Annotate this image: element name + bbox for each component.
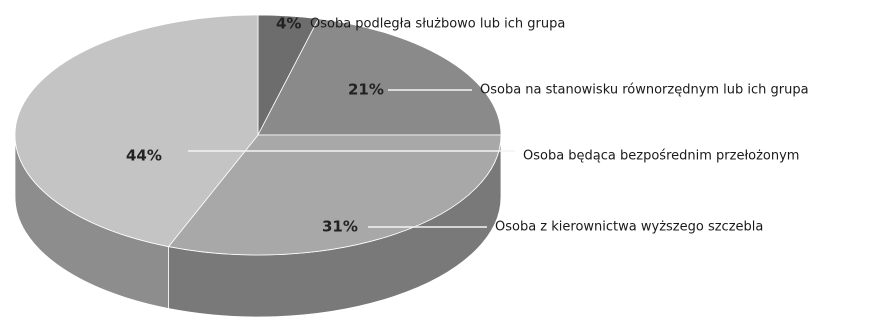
- leader-lines: [188, 89, 515, 228]
- pie-slices: [14, 14, 502, 256]
- slice-percent-0: 4%: [276, 15, 301, 33]
- slice-label-1: Osoba na stanowisku równorzędnym lub ich…: [480, 83, 809, 98]
- pie-slice-3: [167, 134, 502, 256]
- pie-slice-4: [14, 14, 259, 248]
- slice-label-3: Osoba z kierownictwa wyższego szczebla: [495, 220, 763, 235]
- slice-label-0: Osoba podległa służbowo lub ich grupa: [310, 17, 565, 32]
- slice-percent-4: 44%: [126, 147, 162, 165]
- slice-percent-1: 21%: [348, 81, 384, 99]
- slice-label-2: Osoba będąca bezpośrednim przełożonym: [523, 149, 799, 164]
- slice-percent-3: 31%: [322, 218, 358, 236]
- pie-slice-1: [257, 18, 502, 136]
- slice-labels: 4% Osoba podległa służbowo lub ich grupa 2…: [126, 15, 809, 236]
